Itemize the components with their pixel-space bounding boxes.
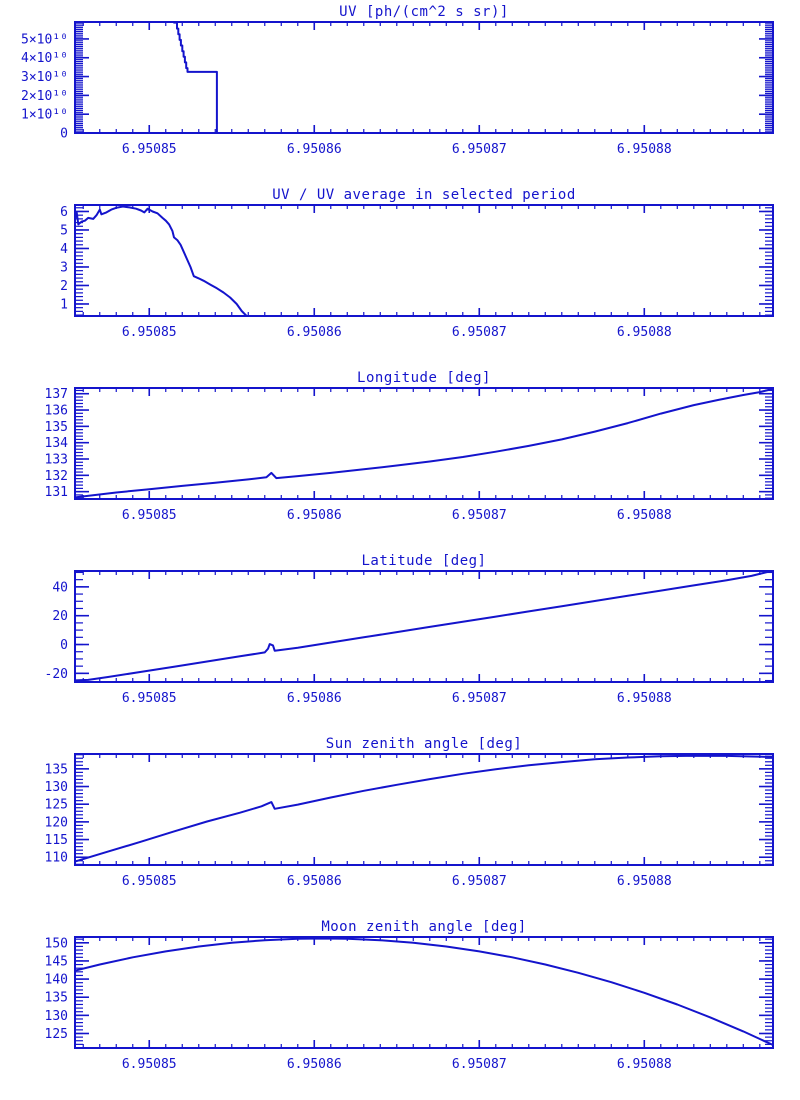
svg-text:Latitude [deg]: Latitude [deg] [361,553,486,569]
svg-text:6.95088: 6.95088 [617,691,672,706]
svg-text:131: 131 [45,485,68,500]
svg-text:6.95085: 6.95085 [122,508,177,523]
svg-text:Longitude [deg]: Longitude [deg] [357,370,491,386]
svg-text:6.95088: 6.95088 [617,325,672,340]
svg-text:6.95085: 6.95085 [122,325,177,340]
svg-text:6.95088: 6.95088 [617,142,672,157]
svg-text:130: 130 [45,780,68,795]
svg-text:6.95087: 6.95087 [452,1057,507,1072]
panel-uv-ratio: 6.95085 6.95086 6.95087 6.95088 1 2 3 4 5 6 UV / U… [0,184,800,367]
svg-text:130: 130 [45,1009,68,1024]
svg-text:6.95088: 6.95088 [617,1057,672,1072]
svg-text:4×10¹⁰: 4×10¹⁰ [21,51,68,66]
svg-text:136: 136 [45,404,68,419]
svg-text:132: 132 [45,469,68,484]
svg-text:UV / UV average in selected pe: UV / UV average in selected period [272,187,576,203]
panel-moon-zenith: 6.95085 6.95086 6.95087 6.95088 125 130 135 140… [0,916,800,1099]
svg-text:6.95086: 6.95086 [287,1057,342,1072]
latitude-chart: 6.95085 6.95086 6.95087 6.95088 -20 0 20 40 Lati… [45,553,774,706]
sun-zenith-chart: 6.95085 6.95086 6.95087 6.95088 110 115 120 125… [45,736,774,889]
svg-text:6.95087: 6.95087 [452,691,507,706]
svg-text:135: 135 [45,420,68,435]
svg-text:4: 4 [60,242,68,257]
svg-text:6.95085: 6.95085 [122,691,177,706]
svg-text:6.95086: 6.95086 [287,508,342,523]
svg-text:135: 135 [45,762,68,777]
svg-text:0: 0 [60,127,68,142]
svg-text:3×10¹⁰: 3×10¹⁰ [21,70,68,85]
svg-text:137: 137 [45,387,68,402]
uv-ratio-chart: 6.95085 6.95086 6.95087 6.95088 1 2 3 4 5 6 UV / U… [60,187,774,340]
svg-text:6.95086: 6.95086 [287,874,342,889]
panel-longitude: 6.95085 6.95086 6.95087 6.95088 131 132 133 134… [0,367,800,550]
svg-text:125: 125 [45,1027,68,1042]
svg-text:133: 133 [45,453,68,468]
svg-text:6: 6 [60,205,68,220]
svg-text:40: 40 [52,580,68,595]
svg-text:6.95086: 6.95086 [287,691,342,706]
svg-text:6.95085: 6.95085 [122,874,177,889]
svg-text:6.95085: 6.95085 [122,142,177,157]
svg-text:120: 120 [45,815,68,830]
svg-text:6.95088: 6.95088 [617,874,672,889]
moon-zenith-chart: 6.95085 6.95086 6.95087 6.95088 125 130 135 140… [45,919,774,1072]
svg-text:6.95086: 6.95086 [287,325,342,340]
svg-text:-20: -20 [45,667,68,682]
svg-text:Moon zenith angle [deg]: Moon zenith angle [deg] [321,919,526,935]
svg-text:115: 115 [45,833,68,848]
svg-text:1×10¹⁰: 1×10¹⁰ [21,108,68,123]
panel-sun-zenith: 6.95085 6.95086 6.95087 6.95088 110 115 120 125… [0,733,800,916]
svg-text:2: 2 [60,279,68,294]
svg-text:110: 110 [45,851,68,866]
svg-text:6.95088: 6.95088 [617,508,672,523]
svg-text:5: 5 [60,223,68,238]
svg-text:134: 134 [45,436,69,451]
svg-text:6.95086: 6.95086 [287,142,342,157]
svg-text:5×10¹⁰: 5×10¹⁰ [21,32,68,47]
svg-text:135: 135 [45,991,68,1006]
svg-text:Sun zenith angle [deg]: Sun zenith angle [deg] [326,736,522,752]
svg-text:125: 125 [45,798,68,813]
svg-text:UV [ph/(cm^2 s sr)]: UV [ph/(cm^2 s sr)] [339,4,509,20]
svg-text:150: 150 [45,936,68,951]
svg-text:6.95087: 6.95087 [452,508,507,523]
panel-latitude: 6.95085 6.95086 6.95087 6.95088 -20 0 20 40 Lati… [0,550,800,733]
svg-text:3: 3 [60,260,68,275]
svg-text:6.95087: 6.95087 [452,325,507,340]
svg-text:2×10¹⁰: 2×10¹⁰ [21,89,68,104]
svg-text:0: 0 [60,638,68,653]
panel-uv: 6.95085 6.95086 6.95087 6.95088 0 1×10¹⁰ 2×10¹… [0,1,800,184]
svg-text:6.95087: 6.95087 [452,142,507,157]
svg-text:6.95087: 6.95087 [452,874,507,889]
svg-text:1: 1 [60,297,68,312]
svg-text:6.95085: 6.95085 [122,1057,177,1072]
svg-text:145: 145 [45,954,68,969]
svg-text:20: 20 [52,609,68,624]
svg-text:140: 140 [45,973,68,988]
uv-chart: 6.95085 6.95086 6.95087 6.95088 0 1×10¹⁰ 2×10¹… [21,4,774,157]
